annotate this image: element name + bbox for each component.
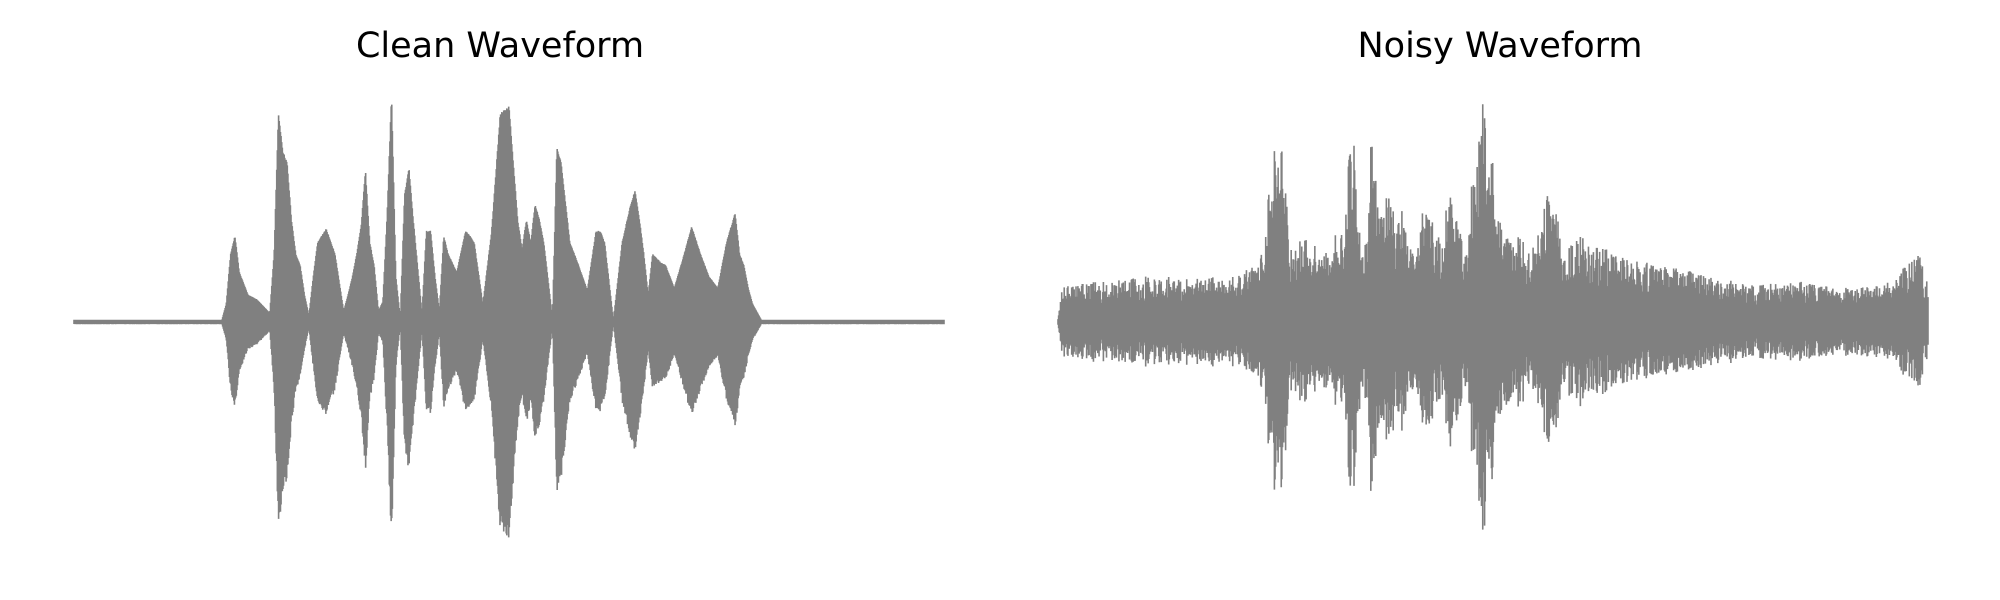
clean-waveform-plot — [73, 104, 945, 538]
clean-waveform-panel: Clean Waveform — [73, 26, 945, 538]
noisy-waveform-title: Noisy Waveform — [1357, 26, 1643, 66]
noisy-waveform-panel: Noisy Waveform — [1000, 0, 2000, 600]
clean-waveform-title: Clean Waveform — [355, 26, 645, 66]
noisy-waveform-series — [1057, 104, 1929, 530]
noisy-waveform-plot — [1057, 104, 1929, 530]
